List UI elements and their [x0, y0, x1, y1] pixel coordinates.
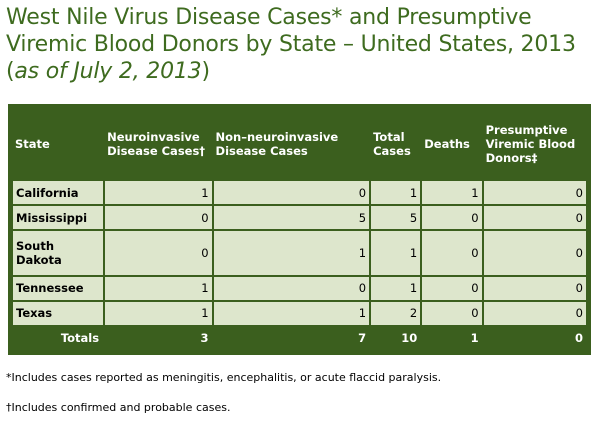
- row-neuroinvasive: 1: [105, 181, 212, 205]
- header-deaths: Deaths: [422, 109, 482, 179]
- row-blood-donors: 0: [483, 206, 586, 230]
- header-blood-donors: Presumptive Viremic Blood Donors‡: [483, 109, 586, 179]
- row-non-neuroinvasive: 5: [213, 206, 370, 230]
- row-deaths: 0: [422, 301, 482, 325]
- totals-total-cases: 10: [371, 326, 421, 350]
- row-blood-donors: 0: [483, 301, 586, 325]
- footnote-dagger: †Includes confirmed and probable cases.: [6, 401, 231, 414]
- row-neuroinvasive: 1: [105, 301, 212, 325]
- row-state: California: [13, 181, 104, 205]
- table-row: South Dakota 0 1 1 0 0: [13, 231, 586, 275]
- row-total-cases: 1: [371, 276, 421, 300]
- title-line-1: West Nile Virus Disease Cases* and Presu…: [6, 5, 532, 30]
- row-neuroinvasive: 0: [105, 206, 212, 230]
- row-deaths: 0: [422, 231, 482, 275]
- row-deaths: 0: [422, 276, 482, 300]
- header-row: State Neuroinvasive Disease Cases† Non–n…: [13, 109, 586, 179]
- totals-label: Totals: [13, 326, 104, 350]
- row-non-neuroinvasive: 0: [213, 276, 370, 300]
- footnote-asterisk: *Includes cases reported as meningitis, …: [6, 371, 442, 384]
- title-paren-close: ): [201, 59, 210, 84]
- table-row: Mississippi 0 5 5 0 0: [13, 206, 586, 230]
- table-row: Texas 1 1 2 0 0: [13, 301, 586, 325]
- row-non-neuroinvasive: 1: [213, 301, 370, 325]
- row-state: Texas: [13, 301, 104, 325]
- row-non-neuroinvasive: 0: [213, 181, 370, 205]
- row-state: Mississippi: [13, 206, 104, 230]
- title-line-3: (as of July 2, 2013): [6, 58, 596, 85]
- cases-table: State Neuroinvasive Disease Cases† Non–n…: [11, 107, 588, 352]
- header-state: State: [13, 109, 104, 179]
- row-blood-donors: 0: [483, 276, 586, 300]
- title-as-of-date: as of July 2, 2013: [14, 59, 202, 84]
- row-neuroinvasive: 0: [105, 231, 212, 275]
- header-non-neuroinvasive: Non–neuroinvasive Disease Cases: [213, 109, 370, 179]
- row-deaths: 0: [422, 206, 482, 230]
- row-non-neuroinvasive: 1: [213, 231, 370, 275]
- row-state: South Dakota: [13, 231, 104, 275]
- row-state: Tennessee: [13, 276, 104, 300]
- row-neuroinvasive: 1: [105, 276, 212, 300]
- totals-non-neuroinvasive: 7: [213, 326, 370, 350]
- header-neuroinvasive: Neuroinvasive Disease Cases†: [105, 109, 212, 179]
- row-total-cases: 5: [371, 206, 421, 230]
- page-title: West Nile Virus Disease Cases* and Presu…: [6, 4, 596, 85]
- totals-blood-donors: 0: [483, 326, 586, 350]
- title-line-2: Viremic Blood Donors by State – United S…: [6, 32, 576, 57]
- row-total-cases: 1: [371, 231, 421, 275]
- title-paren-open: (: [6, 59, 15, 84]
- totals-neuroinvasive: 3: [105, 326, 212, 350]
- table-row: Tennessee 1 0 1 0 0: [13, 276, 586, 300]
- totals-deaths: 1: [422, 326, 482, 350]
- table-row: California 1 0 1 1 0: [13, 181, 586, 205]
- row-total-cases: 2: [371, 301, 421, 325]
- row-deaths: 1: [422, 181, 482, 205]
- header-total-cases: Total Cases: [371, 109, 421, 179]
- row-blood-donors: 0: [483, 181, 586, 205]
- totals-row: Totals 3 7 10 1 0: [13, 326, 586, 350]
- row-blood-donors: 0: [483, 231, 586, 275]
- cases-table-frame: State Neuroinvasive Disease Cases† Non–n…: [8, 104, 591, 355]
- row-total-cases: 1: [371, 181, 421, 205]
